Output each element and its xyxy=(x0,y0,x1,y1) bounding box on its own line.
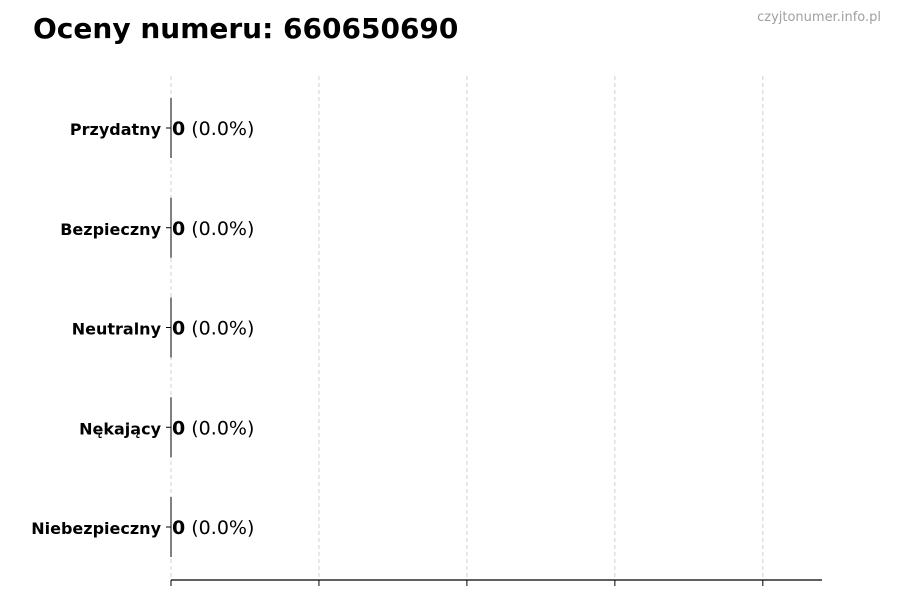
data-label-percent: (0.0%) xyxy=(185,218,254,240)
category-label: Nękający xyxy=(79,419,161,438)
data-label-count: 0 xyxy=(172,517,185,539)
watermark: czyjtonumer.info.pl xyxy=(757,10,881,25)
data-label: 0 (0.0%) xyxy=(172,417,254,439)
data-label-percent: (0.0%) xyxy=(185,417,254,439)
category-label: Neutralny xyxy=(72,320,162,339)
category-label: Niebezpieczny xyxy=(31,519,161,538)
data-label-percent: (0.0%) xyxy=(185,517,254,539)
chart-title: Oceny numeru: 660650690 xyxy=(33,12,459,45)
category-label: Przydatny xyxy=(70,120,162,139)
data-label-count: 0 xyxy=(172,118,185,140)
data-label-count: 0 xyxy=(172,218,185,240)
data-label: 0 (0.0%) xyxy=(172,517,254,539)
category-label: Bezpieczny xyxy=(60,220,161,239)
data-label-percent: (0.0%) xyxy=(185,118,254,140)
data-label-count: 0 xyxy=(172,417,185,439)
data-label: 0 (0.0%) xyxy=(172,218,254,240)
data-label-percent: (0.0%) xyxy=(185,318,254,340)
data-label: 0 (0.0%) xyxy=(172,118,254,140)
data-label-count: 0 xyxy=(172,318,185,340)
data-label: 0 (0.0%) xyxy=(172,318,254,340)
